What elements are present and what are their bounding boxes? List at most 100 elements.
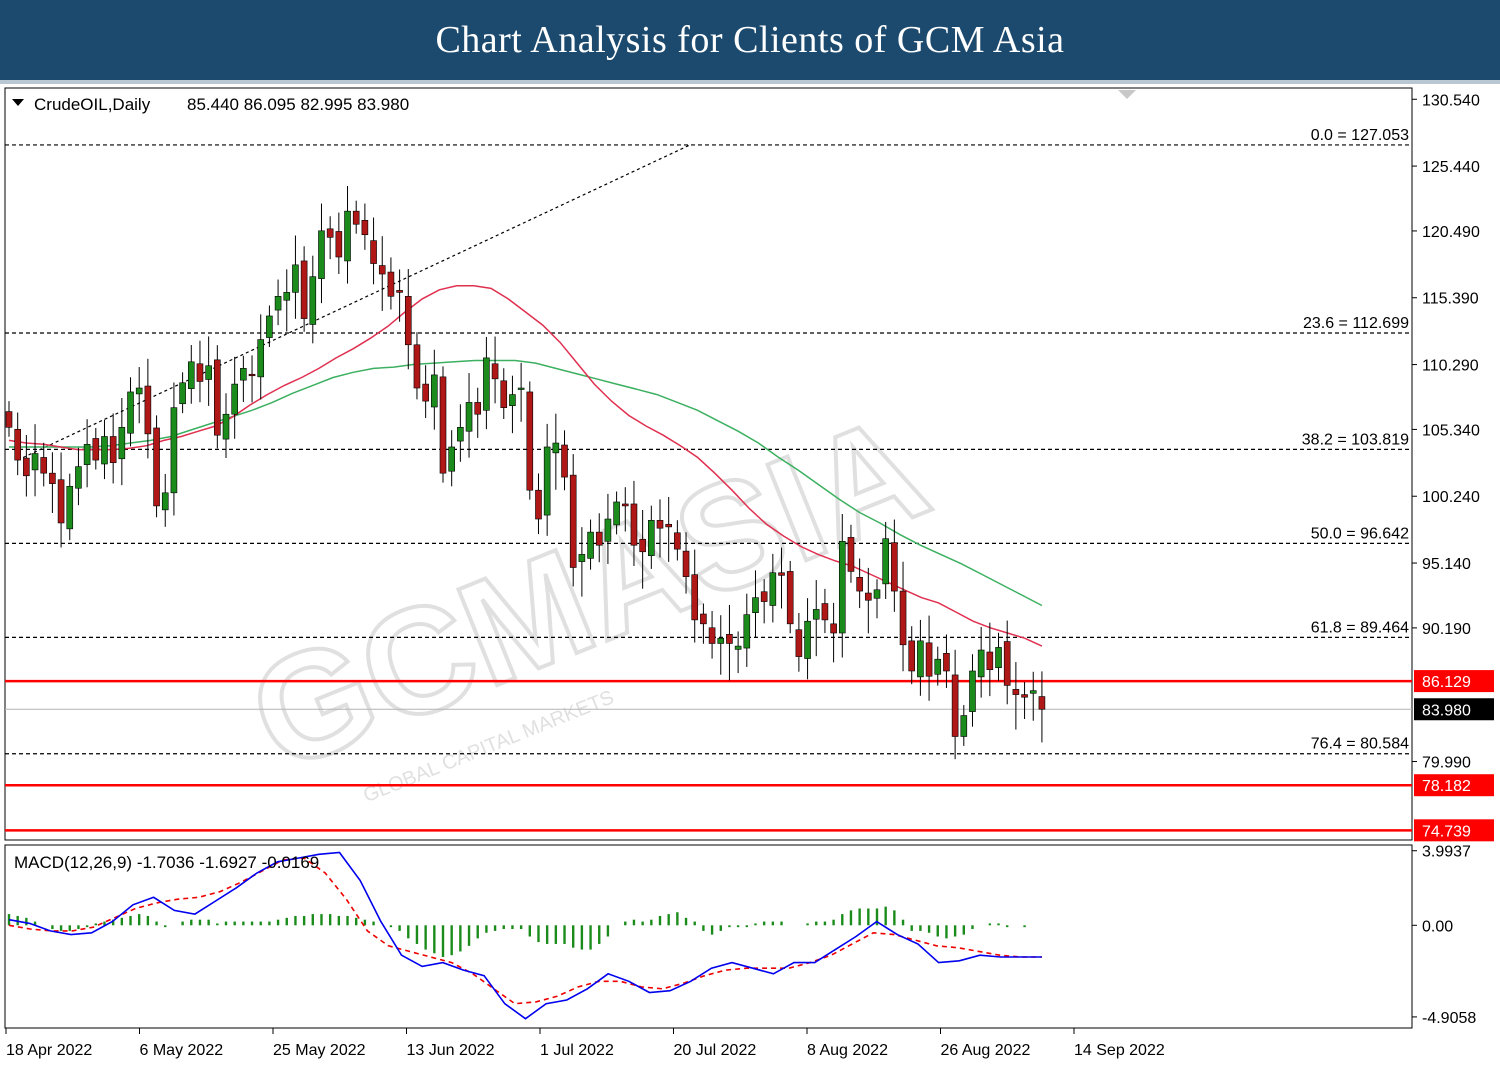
candle-body — [474, 402, 482, 415]
candle-body — [630, 503, 638, 546]
candle-body — [318, 230, 325, 279]
candle-body — [969, 670, 976, 712]
candle-body — [335, 231, 343, 258]
candle-body — [908, 640, 916, 672]
candle-body — [422, 383, 429, 402]
current-price-label: 83.980 — [1422, 702, 1471, 719]
candle-body — [578, 554, 586, 562]
candle-body — [569, 474, 577, 568]
candle-body — [726, 634, 733, 644]
candle-body — [404, 296, 412, 346]
candle-body — [257, 339, 265, 378]
fibonacci-levels: 0.0 = 127.053 23.6 = 112.699 38.2 = 103.81… — [5, 127, 1412, 755]
candle-body — [491, 363, 499, 380]
candle-body — [179, 382, 186, 405]
banner-separator — [0, 80, 1500, 84]
candle-body — [14, 428, 21, 461]
sr-label: 74.739 — [1422, 823, 1471, 840]
candle-body — [1021, 694, 1028, 698]
fib-level-label: 23.6 = 112.699 — [1303, 315, 1409, 332]
price-tick-label: 100.240 — [1422, 489, 1480, 506]
candle-body — [873, 589, 881, 599]
candle-body — [187, 361, 195, 389]
candle-body — [891, 542, 898, 592]
candle-body — [387, 271, 395, 297]
dropdown-triangle-icon[interactable] — [12, 99, 24, 106]
candle-body — [526, 391, 534, 491]
price-tick-label: 95.140 — [1422, 556, 1471, 573]
candle-body — [205, 365, 212, 380]
candle-body — [674, 532, 681, 550]
candle-body — [170, 407, 178, 494]
candle-body — [847, 537, 855, 572]
candle-body — [248, 373, 256, 377]
candle-body — [517, 387, 525, 390]
time-axis: 18 Apr 2022 6 May 2022 25 May 2022 13 Jun 2… — [5, 1028, 1165, 1059]
candle-body — [1003, 641, 1011, 686]
candle-body — [752, 597, 759, 613]
price-tick-label: 125.440 — [1422, 159, 1480, 176]
candle-body — [691, 574, 699, 621]
time-tick-label: 18 Apr 2022 — [6, 1042, 92, 1059]
macd-line — [8, 851, 1042, 1020]
candle-body — [717, 637, 725, 644]
candle-body — [40, 457, 48, 474]
time-tick-label: 6 May 2022 — [140, 1042, 224, 1059]
symbol-header: CrudeOIL,Daily — [34, 95, 151, 114]
candle-body — [144, 385, 152, 435]
candle-body — [118, 427, 126, 460]
candle-body — [83, 444, 91, 465]
candle-body — [344, 210, 351, 262]
candle-body — [995, 647, 1002, 669]
candle-body — [49, 472, 56, 484]
candle-body — [439, 376, 447, 474]
price-axis: 130.540 125.440 120.490 115.390 110.290 105.3… — [1412, 92, 1480, 1027]
time-tick-label: 13 Jun 2022 — [407, 1042, 495, 1059]
candle-body — [656, 520, 664, 529]
time-tick-label: 26 Aug 2022 — [941, 1042, 1031, 1059]
fib-level-label: 76.4 = 80.584 — [1311, 736, 1409, 753]
candle-body — [101, 436, 108, 465]
price-tick-label: 90.190 — [1422, 621, 1471, 638]
candle-body — [925, 642, 933, 677]
candle-body — [274, 296, 282, 311]
candle-body — [821, 603, 829, 621]
price-tick-label: 110.290 — [1422, 358, 1479, 375]
candle-body — [57, 479, 65, 524]
banner-title: Chart Analysis for Clients of GCM Asia — [435, 19, 1065, 61]
candle-body — [1012, 689, 1020, 695]
candle-body — [1038, 696, 1046, 710]
candle-body — [161, 492, 169, 511]
candle-body — [838, 540, 846, 634]
candle-body — [700, 613, 707, 625]
candle-body — [457, 427, 464, 442]
candles — [5, 185, 1046, 760]
macd-tick-label: 0.00 — [1422, 918, 1453, 935]
candle-body — [396, 290, 403, 293]
candle-body — [413, 344, 421, 389]
candle-body — [1029, 690, 1037, 694]
ma-slow-line — [9, 359, 1043, 607]
candle-body — [743, 614, 751, 649]
time-tick-label: 14 Sep 2022 — [1074, 1042, 1165, 1059]
candle-body — [648, 520, 655, 557]
support-resistance-lines: 86.129 78.182 74.739 83.980 — [5, 670, 1494, 842]
fib-level-label: 0.0 = 127.053 — [1311, 127, 1409, 144]
moving-averages — [8, 285, 1043, 647]
ohlc-header: 85.440 86.095 82.995 83.980 — [187, 95, 409, 114]
candle-body — [708, 627, 716, 644]
candle-body — [543, 446, 551, 516]
candle-body — [31, 453, 39, 471]
candle-body — [986, 651, 994, 670]
time-tick-label: 8 Aug 2022 — [807, 1042, 888, 1059]
candle-body — [943, 653, 950, 672]
candle-body — [882, 538, 889, 585]
candle-body — [769, 572, 777, 606]
candle-body — [795, 629, 803, 657]
candle-body — [127, 391, 134, 434]
candle-body — [552, 442, 560, 454]
candle-body — [92, 438, 100, 461]
candle-body — [23, 457, 30, 477]
price-tick-label: 79.990 — [1422, 755, 1471, 772]
